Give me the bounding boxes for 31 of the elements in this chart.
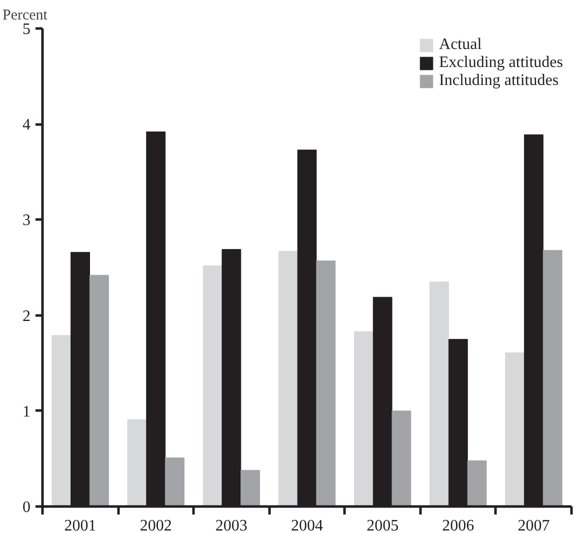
bar — [542, 250, 562, 506]
bar — [354, 331, 374, 506]
x-tick-label: 2001 — [64, 518, 96, 533]
bar — [278, 251, 298, 506]
bar — [467, 460, 487, 506]
x-tick-label: 2002 — [140, 518, 172, 533]
y-tick-label: 1 — [22, 403, 30, 420]
bar — [316, 260, 336, 506]
legend-label: Excluding attitudes — [439, 54, 563, 72]
y-tick-label: 4 — [22, 116, 30, 134]
y-axis-title: Percent — [2, 8, 48, 24]
bar — [240, 470, 260, 506]
legend-label: Actual — [439, 36, 482, 54]
x-tick-label: 2007 — [518, 518, 550, 533]
bar — [392, 410, 412, 506]
bar — [52, 335, 72, 506]
y-tick-label: 3 — [22, 212, 30, 230]
bar — [127, 419, 147, 506]
y-tick-label: 2 — [22, 308, 30, 325]
x-tick-label: 2006 — [442, 518, 474, 533]
bar — [165, 457, 184, 506]
bar — [430, 282, 449, 506]
x-tick-label: 2003 — [215, 518, 248, 533]
bar — [202, 265, 222, 506]
x-tick-label: 2004 — [291, 518, 323, 533]
legend-label: Including attitudes — [439, 72, 559, 90]
x-tick-label: 2005 — [366, 518, 399, 533]
y-tick-label: 0 — [22, 499, 30, 516]
bar — [505, 352, 525, 506]
y-tick-label: 5 — [22, 21, 30, 38]
bar — [89, 274, 109, 506]
